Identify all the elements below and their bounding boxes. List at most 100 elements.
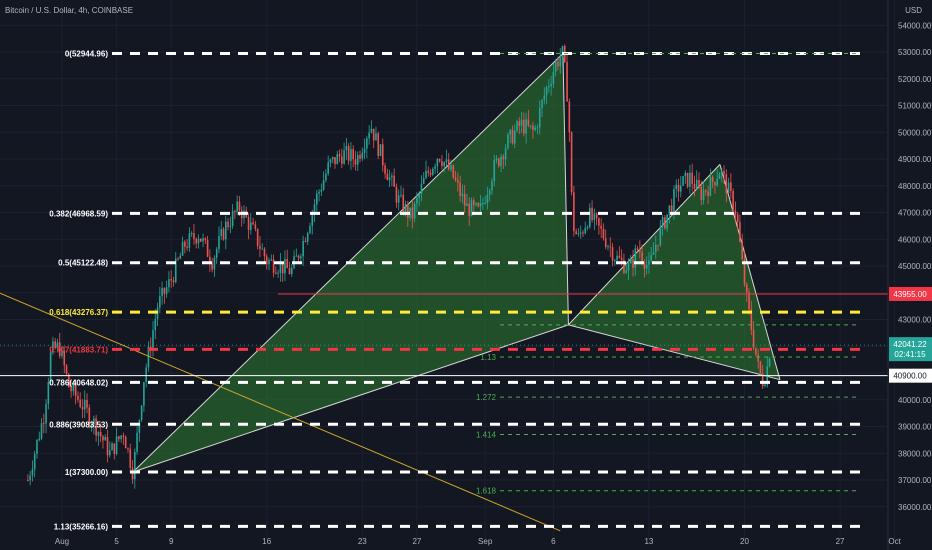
candle-body <box>486 195 489 203</box>
candle-body <box>290 267 293 275</box>
candle-body <box>538 108 541 128</box>
time-tick-label: Oct <box>888 537 901 546</box>
candle-body <box>734 210 737 215</box>
trendline[interactable] <box>0 285 561 532</box>
candle-body <box>573 192 575 232</box>
candle-body <box>443 162 445 167</box>
candle-body <box>482 203 484 205</box>
candle-body <box>707 191 709 196</box>
chart-title: Bitcoin / U.S. Dollar, 4h, COINBASE <box>5 6 134 15</box>
candle-body <box>27 480 29 481</box>
candle-body <box>218 236 220 250</box>
candle-body <box>632 259 634 268</box>
candle-body <box>106 436 109 456</box>
candle-body <box>318 191 320 194</box>
candle-body <box>163 288 166 294</box>
candle-body <box>536 127 539 129</box>
candle-body <box>368 132 370 139</box>
candle-body <box>714 182 716 186</box>
candle-body <box>379 144 382 156</box>
candle-body <box>56 342 59 349</box>
candle-body <box>634 248 637 268</box>
candle-body <box>639 249 641 253</box>
fib-level-label: 0(52944.96) <box>65 49 108 58</box>
candle-body <box>131 467 134 480</box>
candle-body <box>329 159 332 163</box>
candle-body <box>527 119 530 126</box>
candle-body <box>575 231 577 235</box>
candle-body <box>532 125 534 130</box>
candle-body <box>675 184 678 190</box>
candle-body <box>302 240 304 257</box>
candle-body <box>227 221 229 227</box>
candle-body <box>377 133 380 156</box>
candle-body <box>727 182 730 194</box>
candle-body <box>545 87 548 96</box>
candle-body <box>45 403 47 424</box>
time-tick-label: 16 <box>262 537 271 546</box>
candle-body <box>541 100 543 109</box>
candle-body <box>736 214 739 223</box>
candle-body <box>322 180 325 190</box>
candle-body <box>616 255 618 261</box>
candle-body <box>602 228 605 239</box>
candle-body <box>177 258 179 260</box>
price-tick-label: 46000.00 <box>898 235 932 244</box>
candle-body <box>686 172 689 187</box>
candle-body <box>570 132 573 193</box>
candle-body <box>463 193 466 206</box>
time-tick-label: 23 <box>358 537 367 546</box>
candle-body <box>768 358 771 367</box>
candle-body <box>752 330 755 348</box>
candle-body <box>393 175 395 187</box>
candle-body <box>225 221 227 240</box>
candle-body <box>511 129 514 144</box>
candle-body <box>277 272 279 274</box>
candle-body <box>341 156 343 164</box>
candle-body <box>179 255 182 259</box>
candle-body <box>654 244 657 253</box>
candle-body <box>757 354 759 362</box>
price-tick-label: 54000.00 <box>898 21 932 30</box>
candle-body <box>54 341 56 349</box>
candle-body <box>416 197 418 204</box>
candle-body <box>723 170 725 175</box>
candle-body <box>402 194 405 213</box>
candle-body <box>95 418 97 436</box>
candle-body <box>220 229 223 237</box>
candle-body <box>102 436 104 441</box>
candle-body <box>718 174 721 179</box>
price-tick-label: 47000.00 <box>898 209 932 218</box>
candle-body <box>363 148 366 153</box>
price-tick-label: 50000.00 <box>898 128 932 137</box>
candle-body <box>668 205 671 215</box>
candle-body <box>509 129 511 135</box>
extension-label: 1.13 <box>480 353 496 362</box>
candle-body <box>265 256 268 265</box>
candle-body <box>197 238 200 244</box>
candle-body <box>361 152 364 159</box>
candle-body <box>445 159 448 163</box>
candle-body <box>582 232 584 234</box>
price-tag-label: 43955.00 <box>893 290 927 299</box>
candle-body <box>104 436 107 441</box>
candle-body <box>689 172 691 187</box>
candle-body <box>450 165 452 170</box>
candle-body <box>350 149 352 161</box>
candle-body <box>477 203 480 207</box>
pattern-leg-ab <box>562 53 569 325</box>
fib-level-label: 1(37300.00) <box>65 468 108 477</box>
candle-body <box>143 382 145 406</box>
candle-body <box>181 241 184 256</box>
time-axis[interactable]: Aug59162327Sep6132027Oct5 <box>55 537 932 546</box>
candle-body <box>259 245 261 249</box>
candle-body <box>550 83 552 87</box>
candle-body <box>359 154 361 159</box>
candle-body <box>648 260 650 265</box>
candle-body <box>309 226 311 234</box>
trendline-segment[interactable] <box>0 285 561 532</box>
candle-body <box>72 384 75 392</box>
candle-body <box>186 246 188 248</box>
candle-body <box>391 175 393 178</box>
